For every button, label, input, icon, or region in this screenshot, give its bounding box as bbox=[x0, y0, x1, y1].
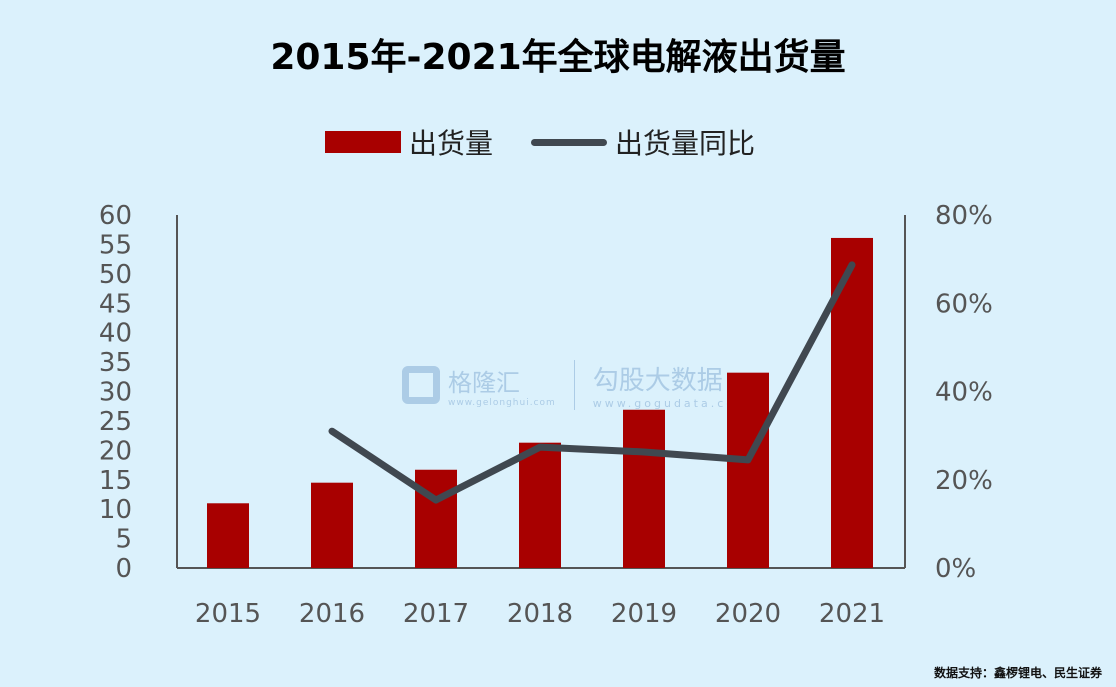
left-tick-label: 15 bbox=[99, 466, 132, 496]
bar-2020 bbox=[727, 372, 769, 568]
watermark: 格隆汇 www.gelonghui.com 勾股大数据 www.gogudata… bbox=[402, 360, 750, 410]
left-tick-label: 35 bbox=[99, 348, 132, 378]
gelonghui-logo-icon bbox=[402, 366, 440, 404]
x-tick-label: 2020 bbox=[715, 599, 781, 629]
legend-bar-swatch bbox=[325, 131, 401, 153]
yoy-line bbox=[328, 261, 856, 504]
left-tick-label: 45 bbox=[99, 289, 132, 319]
watermark-data-url: www.gogudata.com bbox=[592, 397, 750, 410]
legend-bar-label: 出货量 bbox=[409, 127, 494, 160]
watermark-brand-url: www.gelonghui.com bbox=[448, 397, 556, 408]
left-tick-label: 0 bbox=[115, 554, 132, 584]
x-tick-label: 2015 bbox=[195, 599, 261, 629]
legend: 出货量 出货量同比 bbox=[325, 122, 755, 162]
left-tick-label: 25 bbox=[99, 407, 132, 437]
left-tick-label: 50 bbox=[99, 260, 132, 290]
x-tick-label: 2021 bbox=[819, 599, 885, 629]
left-tick-label: 20 bbox=[99, 436, 132, 466]
right-tick-label: 20% bbox=[935, 466, 993, 496]
right-tick-label: 60% bbox=[935, 289, 993, 319]
watermark-divider bbox=[573, 360, 575, 410]
left-tick-label: 5 bbox=[115, 525, 132, 555]
left-tick-label: 55 bbox=[99, 230, 132, 260]
legend-line-label: 出货量同比 bbox=[615, 127, 756, 160]
left-tick-label: 30 bbox=[99, 378, 132, 408]
left-tick-label: 10 bbox=[99, 495, 132, 525]
bar-2017 bbox=[415, 469, 457, 568]
x-tick-label: 2019 bbox=[611, 599, 677, 629]
watermark-brand: 格隆汇 bbox=[448, 368, 520, 397]
right-tick-label: 80% bbox=[935, 201, 993, 231]
left-tick-label: 60 bbox=[99, 201, 132, 231]
watermark-data: 勾股大数据 bbox=[592, 366, 723, 396]
bar-2019 bbox=[623, 409, 665, 568]
chart-title: 2015年-2021年全球电解液出货量 bbox=[270, 37, 846, 78]
bar-2018 bbox=[519, 442, 561, 568]
x-tick-label: 2017 bbox=[403, 599, 469, 629]
bar-2015 bbox=[207, 503, 249, 568]
x-tick-label: 2016 bbox=[299, 599, 365, 629]
left-tick-label: 40 bbox=[99, 319, 132, 349]
x-tick-label: 2018 bbox=[507, 599, 573, 629]
right-tick-label: 40% bbox=[935, 378, 993, 408]
right-tick-label: 0% bbox=[935, 554, 976, 584]
bar-2016 bbox=[311, 482, 353, 568]
source-note: 数据支持：鑫椤锂电、民生证券 bbox=[933, 666, 1102, 680]
legend-line-swatch bbox=[531, 138, 608, 146]
